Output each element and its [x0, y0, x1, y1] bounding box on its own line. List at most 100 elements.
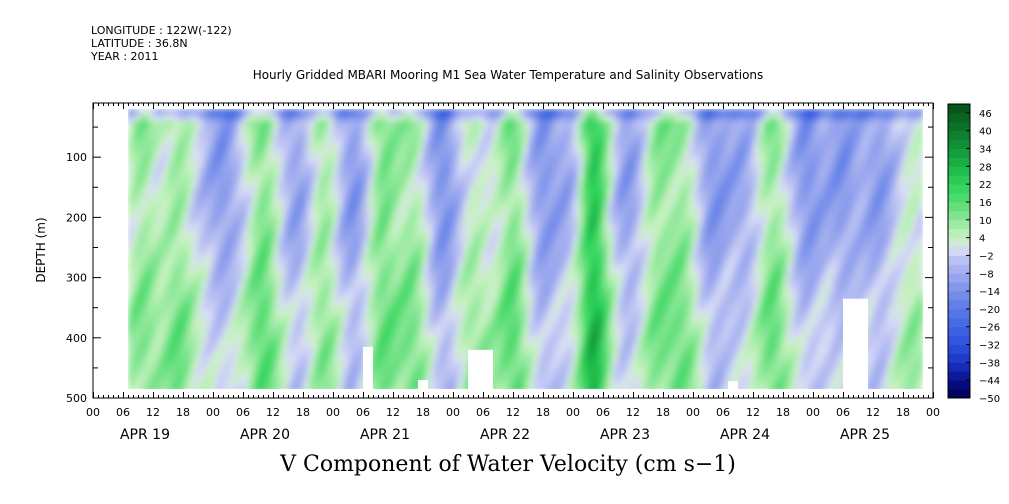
heatmap-cell: [363, 169, 369, 176]
heatmap-cell: [493, 127, 499, 134]
heatmap-cell: [543, 217, 549, 225]
heatmap-cell: [303, 139, 309, 146]
heatmap-cell: [498, 319, 504, 327]
heatmap-cell: [373, 169, 379, 176]
heatmap-cell: [153, 169, 159, 176]
heatmap-cell: [513, 247, 519, 255]
heatmap-cell: [198, 211, 204, 218]
heatmap-cell: [278, 187, 284, 194]
heatmap-cell: [203, 109, 209, 116]
heatmap-cell: [513, 157, 519, 164]
heatmap-cell: [218, 115, 224, 122]
heatmap-cell: [208, 325, 214, 333]
heatmap-cell: [273, 241, 279, 249]
heatmap-cell: [643, 301, 649, 309]
heatmap-cell: [338, 109, 344, 116]
heatmap-cell: [498, 265, 504, 273]
heatmap-cell: [403, 313, 409, 321]
heatmap-cell: [638, 289, 644, 297]
heatmap-cell: [603, 181, 609, 188]
heatmap-cell: [133, 193, 139, 200]
heatmap-cell: [278, 367, 284, 375]
heatmap-cell: [503, 271, 509, 279]
heatmap-cell: [148, 151, 154, 158]
heatmap-cell: [633, 223, 639, 231]
heatmap-cell: [178, 361, 184, 369]
heatmap-cell: [448, 241, 454, 249]
heatmap-cell: [548, 271, 554, 279]
heatmap-cell: [343, 289, 349, 297]
heatmap-cell: [508, 151, 514, 158]
heatmap-cell: [548, 295, 554, 303]
heatmap-cell: [588, 175, 594, 182]
heatmap-cell: [138, 379, 144, 387]
heatmap-cell: [568, 337, 574, 345]
heatmap-cell: [273, 289, 279, 297]
heatmap-cell: [553, 289, 559, 297]
heatmap-cell: [648, 187, 654, 194]
heatmap-cell: [128, 331, 134, 339]
heatmap-cell: [353, 241, 359, 249]
heatmap-cell: [413, 193, 419, 200]
heatmap-cell: [233, 343, 239, 351]
heatmap-cell: [433, 115, 439, 122]
heatmap-cell: [503, 379, 509, 387]
heatmap-cell: [628, 265, 634, 273]
heatmap-cell: [348, 163, 354, 170]
heatmap-cell: [198, 343, 204, 351]
heatmap-cell: [173, 187, 179, 194]
heatmap-cell: [598, 163, 604, 170]
heatmap-cell: [428, 169, 434, 176]
heatmap-cell: [173, 379, 179, 387]
heatmap-cell: [593, 181, 599, 188]
heatmap-cell: [348, 199, 354, 206]
heatmap-cell: [428, 373, 434, 381]
heatmap-cell: [523, 247, 529, 255]
heatmap-cell: [218, 187, 224, 194]
heatmap-cell: [583, 331, 589, 339]
heatmap-cell: [198, 289, 204, 297]
heatmap-cell: [618, 205, 624, 212]
heatmap-cell: [478, 193, 484, 200]
heatmap-cell: [343, 175, 349, 182]
heatmap-cell: [448, 265, 454, 273]
heatmap-cell: [648, 265, 654, 273]
heatmap-cell: [343, 277, 349, 285]
heatmap-cell: [343, 169, 349, 176]
heatmap-cell: [493, 253, 499, 261]
heatmap-cell: [653, 295, 659, 303]
heatmap-cell: [163, 115, 169, 122]
heatmap-cell: [548, 187, 554, 194]
heatmap-cell: [338, 157, 344, 164]
heatmap-cell: [283, 283, 289, 291]
heatmap-cell: [628, 247, 634, 255]
heatmap-cell: [433, 211, 439, 218]
heatmap-cell: [203, 211, 209, 218]
heatmap-cell: [188, 355, 194, 363]
heatmap-cell: [333, 325, 339, 333]
heatmap-cell: [198, 199, 204, 206]
heatmap-cell: [458, 361, 464, 369]
heatmap-cell: [158, 169, 164, 176]
heatmap-cell: [253, 289, 259, 297]
heatmap-cell: [378, 217, 384, 225]
heatmap-cell: [213, 193, 219, 200]
heatmap-cell: [533, 109, 539, 116]
heatmap-cell: [378, 289, 384, 297]
heatmap-cell: [173, 175, 179, 182]
heatmap-cell: [433, 181, 439, 188]
heatmap-cell: [588, 181, 594, 188]
heatmap-cell: [243, 181, 249, 188]
heatmap-cell: [273, 175, 279, 182]
heatmap-cell: [388, 283, 394, 291]
heatmap-cell: [258, 175, 264, 182]
heatmap-cell: [238, 205, 244, 212]
heatmap-cell: [533, 211, 539, 218]
heatmap-cell: [583, 199, 589, 206]
heatmap-cell: [213, 163, 219, 170]
heatmap-cell: [243, 265, 249, 273]
heatmap-cell: [223, 343, 229, 351]
heatmap-cell: [548, 205, 554, 212]
heatmap-cell: [443, 283, 449, 291]
heatmap-cell: [158, 283, 164, 291]
